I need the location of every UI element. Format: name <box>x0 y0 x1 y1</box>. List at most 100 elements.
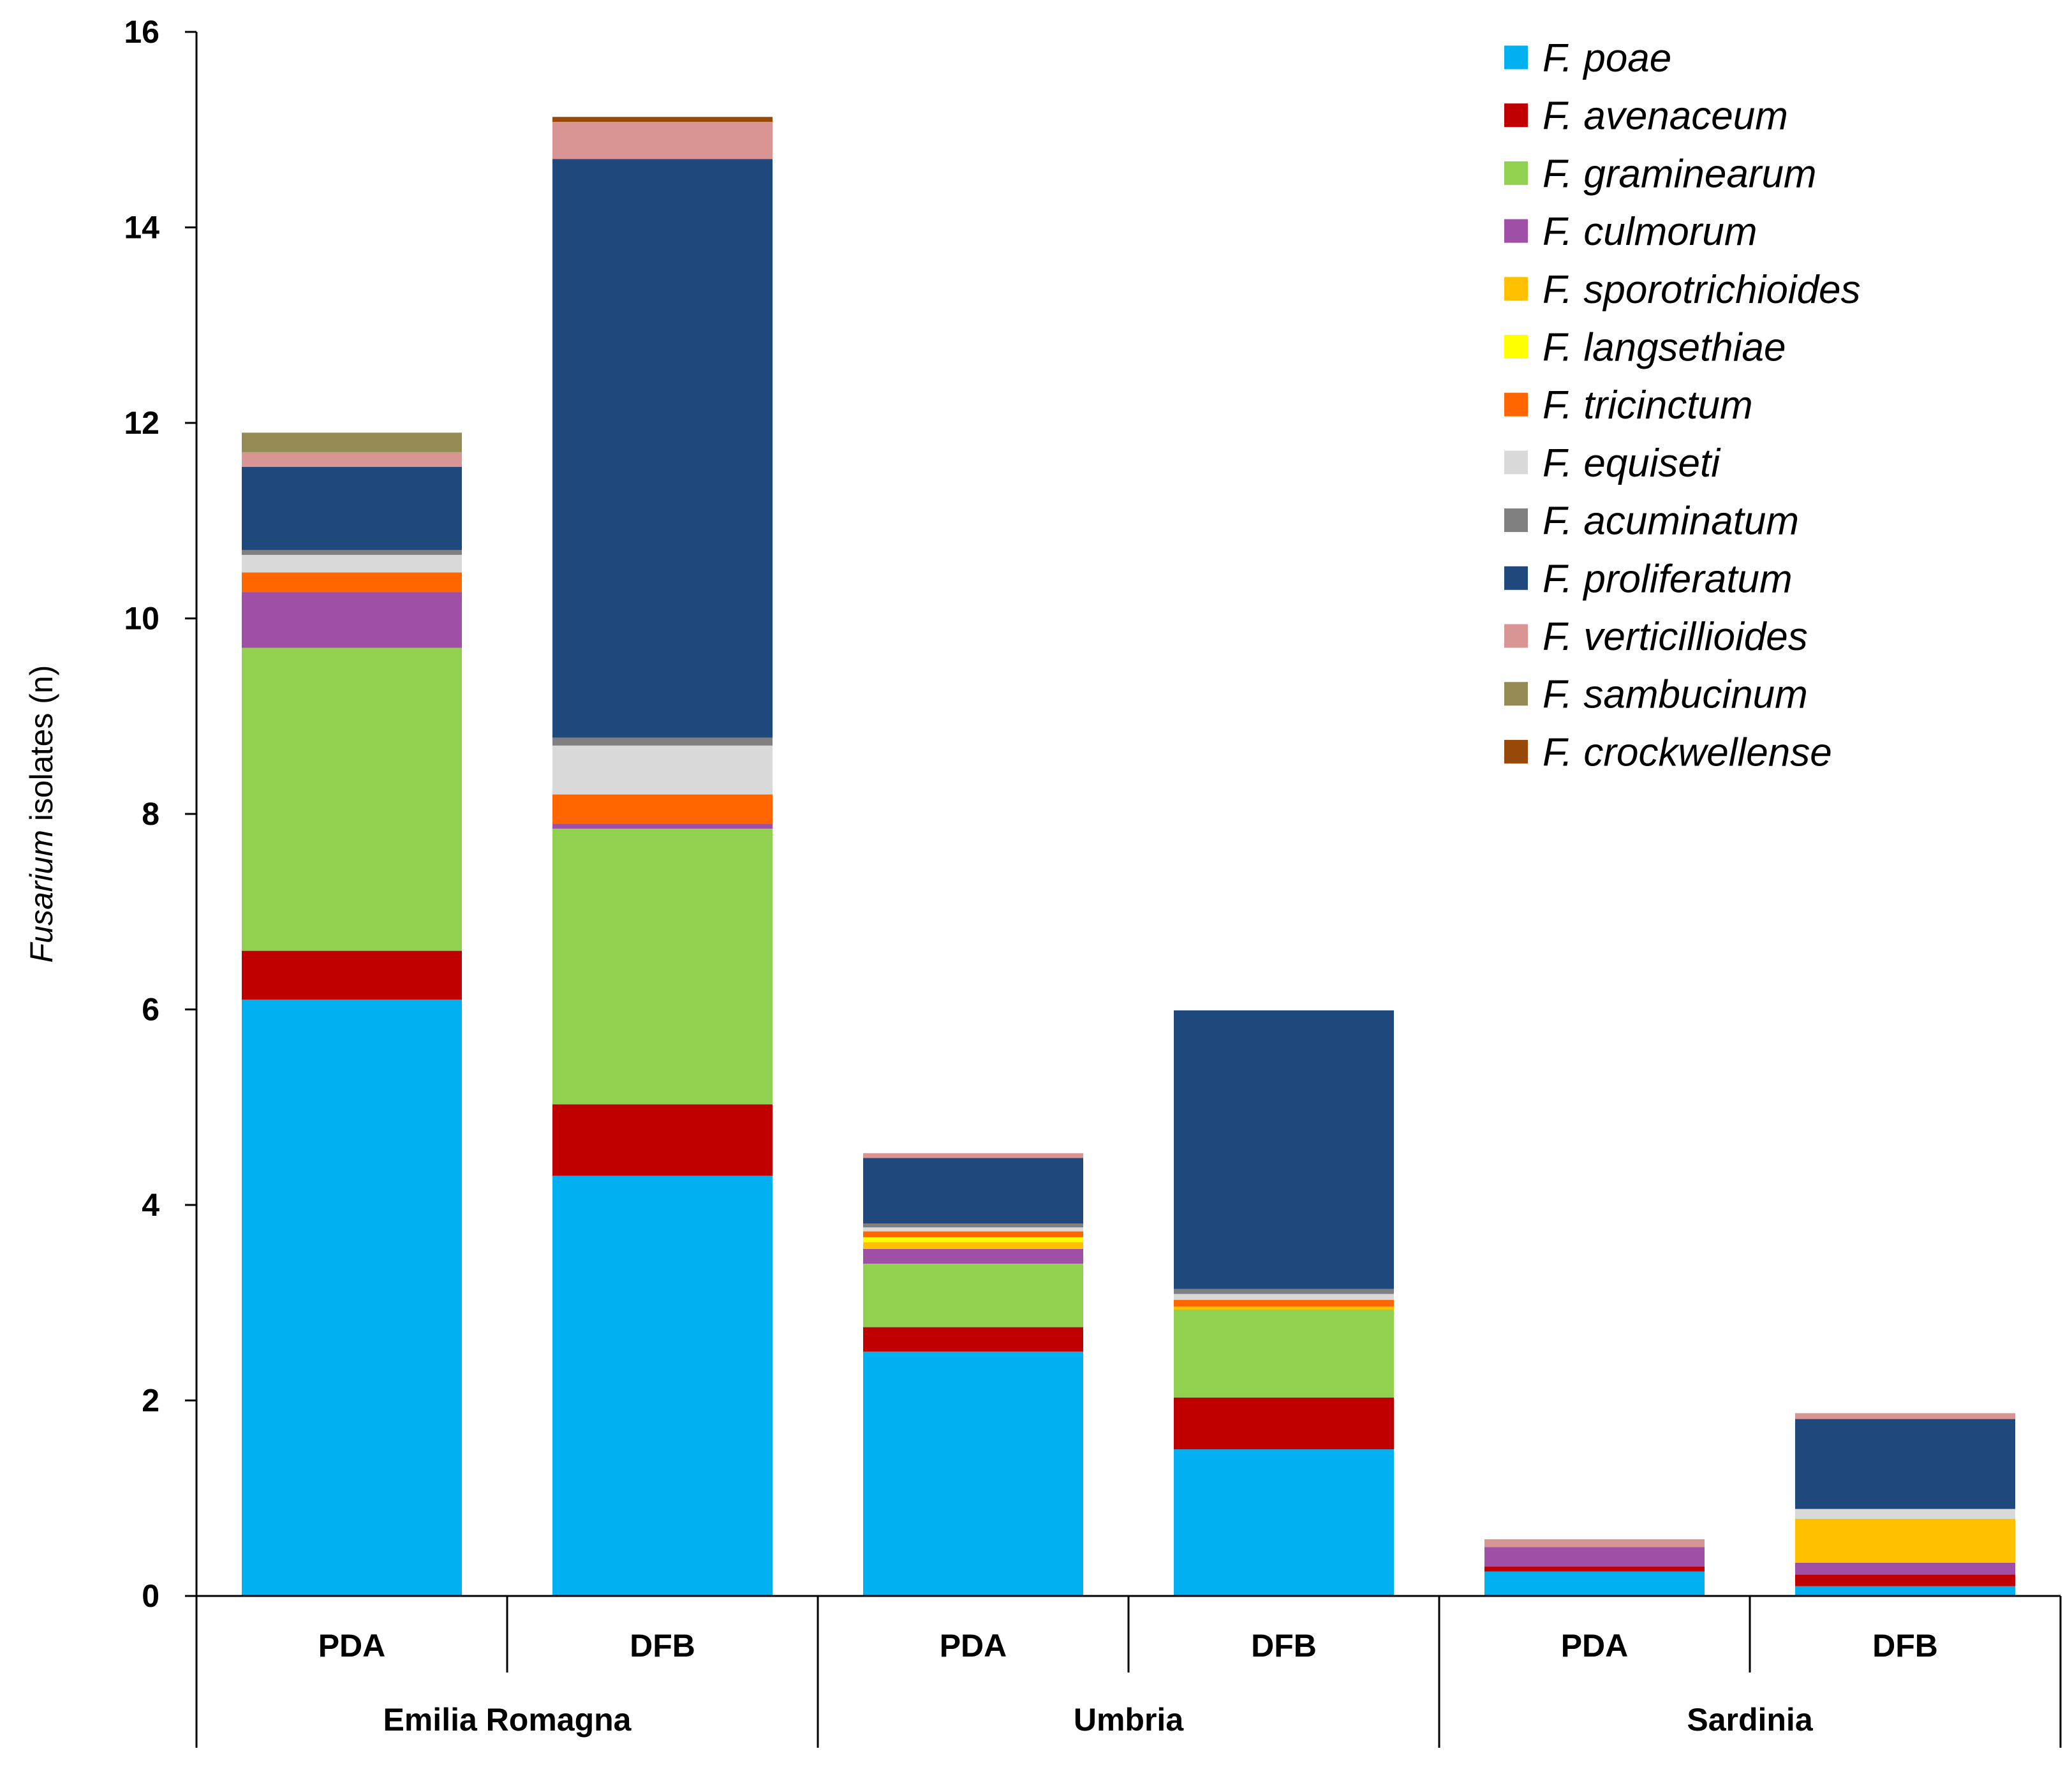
bar-segment-sporotrichioides-6 <box>1795 1518 2015 1563</box>
bar-segment-avenaceum-1 <box>242 950 462 1000</box>
bar-segment-tricinctum-2 <box>552 794 773 824</box>
bar-segment-sporotrichioides-4 <box>1174 1306 1394 1310</box>
legend-label-equiseti: F. equiseti <box>1543 441 1721 485</box>
bar-segment-graminearum-1 <box>242 647 462 951</box>
y-tick-label: 14 <box>124 210 159 246</box>
legend: F. poae F. avenaceum F. graminearum F. culm… <box>1504 36 1861 774</box>
bar-segment-tricinctum-3 <box>863 1231 1083 1237</box>
bar-segment-avenaceum-2 <box>552 1104 773 1176</box>
legend-swatch-graminearum <box>1504 161 1528 185</box>
bar-segment-poae-1 <box>242 1000 462 1596</box>
bar-segment-acuminatum-2 <box>552 737 773 746</box>
bar-segment-proliferatum-3 <box>863 1158 1083 1224</box>
bar-segment-equiseti-1 <box>242 554 462 573</box>
bar-segment-equiseti-2 <box>552 745 773 795</box>
bar-segment-culmorum-2 <box>552 823 773 829</box>
x-group-label: Umbria <box>1074 1702 1184 1738</box>
bar-segment-sporotrichioides-3 <box>863 1242 1083 1249</box>
legend-swatch-culmorum <box>1504 219 1528 243</box>
y-tick-label: 16 <box>124 14 159 50</box>
bar-segment-poae-3 <box>863 1351 1083 1596</box>
bar-segment-tricinctum-4 <box>1174 1299 1394 1307</box>
legend-swatch-acuminatum <box>1504 508 1528 533</box>
x-category-label: PDA <box>940 1628 1007 1664</box>
legend-swatch-langsethiae <box>1504 335 1528 358</box>
bar-segment-culmorum-5 <box>1484 1547 1705 1567</box>
bar-segment-avenaceum-5 <box>1484 1567 1705 1572</box>
x-category-label: DFB <box>630 1628 695 1664</box>
bar-segment-proliferatum-2 <box>552 159 773 738</box>
bar-segment-equiseti-4 <box>1174 1294 1394 1300</box>
x-category-label: DFB <box>1872 1628 1938 1664</box>
bar-segment-proliferatum-6 <box>1795 1419 2015 1509</box>
bar-segment-proliferatum-1 <box>242 467 462 550</box>
bar-segment-verticillioides-5 <box>1484 1539 1705 1547</box>
y-axis-title: Fusarium isolates (n) <box>24 665 59 963</box>
legend-swatch-crockwellense <box>1504 739 1528 764</box>
bar-segment-crockwellense-2 <box>552 117 773 122</box>
bar-segment-culmorum-1 <box>242 592 462 648</box>
y-axis-ticks: 0 2 4 6 8 10 12 14 16 <box>124 14 196 1614</box>
bar-segment-acuminatum-1 <box>242 550 462 555</box>
x-category-label: PDA <box>318 1628 386 1664</box>
y-tick-label: 12 <box>124 405 159 441</box>
y-tick-label: 8 <box>142 796 159 832</box>
axes <box>195 32 2062 1748</box>
y-axis-title-group: Fusarium isolates (n) <box>24 665 59 963</box>
bar-segment-acuminatum-4 <box>1174 1289 1394 1294</box>
bar-segment-poae-4 <box>1174 1449 1394 1596</box>
bar-segment-poae-6 <box>1795 1586 2015 1596</box>
bar-segment-culmorum-3 <box>863 1249 1083 1264</box>
bar-segment-graminearum-2 <box>552 829 773 1105</box>
legend-label-crockwellense: F. crockwellense <box>1543 730 1832 774</box>
legend-swatch-sporotrichioides <box>1504 277 1528 301</box>
y-axis-title-rest: isolates (n) <box>24 665 59 830</box>
legend-label-tricinctum: F. tricinctum <box>1543 383 1753 427</box>
x-category-label: DFB <box>1251 1628 1317 1664</box>
bar-segment-verticillioides-3 <box>863 1153 1083 1158</box>
legend-swatch-poae <box>1504 45 1528 70</box>
bar-segment-avenaceum-4 <box>1174 1397 1394 1450</box>
bar-segment-acuminatum-3 <box>863 1223 1083 1228</box>
bar-stacks <box>242 117 2015 1596</box>
y-tick-label: 6 <box>142 992 159 1028</box>
legend-swatch-equiseti <box>1504 450 1528 475</box>
bar-segment-proliferatum-4 <box>1174 1010 1394 1289</box>
legend-label-poae: F. poae <box>1543 36 1671 80</box>
bar-segment-culmorum-6 <box>1795 1562 2015 1575</box>
legend-swatch-avenaceum <box>1504 103 1528 128</box>
x-category-label: PDA <box>1561 1628 1629 1664</box>
bar-segment-tricinctum-1 <box>242 572 462 593</box>
x-group-label: Emilia Romagna <box>383 1702 632 1738</box>
y-tick-label: 4 <box>142 1187 159 1223</box>
legend-swatch-verticillioides <box>1504 624 1528 648</box>
bar-segment-avenaceum-6 <box>1795 1574 2015 1586</box>
legend-label-avenaceum: F. avenaceum <box>1543 94 1788 138</box>
legend-label-proliferatum: F. proliferatum <box>1543 557 1793 601</box>
legend-swatch-proliferatum <box>1504 566 1528 590</box>
legend-label-acuminatum: F. acuminatum <box>1543 499 1799 543</box>
bar-segment-avenaceum-3 <box>863 1327 1083 1352</box>
legend-label-graminearum: F. graminearum <box>1543 152 1817 196</box>
bar-segment-equiseti-3 <box>863 1227 1083 1232</box>
legend-label-sambucinum: F. sambucinum <box>1543 673 1808 717</box>
legend-swatch-tricinctum <box>1504 392 1528 417</box>
legend-label-langsethiae: F. langsethiae <box>1543 326 1786 370</box>
legend-label-culmorum: F. culmorum <box>1543 210 1758 254</box>
bar-segment-verticillioides-6 <box>1795 1413 2015 1419</box>
bar-segment-poae-2 <box>552 1176 773 1596</box>
y-tick-label: 2 <box>142 1383 159 1419</box>
bar-segment-graminearum-3 <box>863 1264 1083 1327</box>
bar-segment-poae-5 <box>1484 1571 1705 1596</box>
legend-swatch-sambucinum <box>1504 682 1528 706</box>
bar-segment-langsethiae-3 <box>863 1237 1083 1243</box>
y-tick-label: 0 <box>142 1578 159 1614</box>
x-axis-labels: PDA DFB PDA DFB PDA DFB Emilia Romagna Umbria Sa… <box>318 1628 1938 1738</box>
bar-segment-verticillioides-2 <box>552 122 773 159</box>
y-axis-title-italic: Fusarium <box>24 830 59 963</box>
y-tick-label: 10 <box>124 601 159 637</box>
bar-segment-verticillioides-1 <box>242 452 462 467</box>
bar-segment-equiseti-6 <box>1795 1509 2015 1519</box>
bar-segment-sambucinum-1 <box>242 432 462 452</box>
